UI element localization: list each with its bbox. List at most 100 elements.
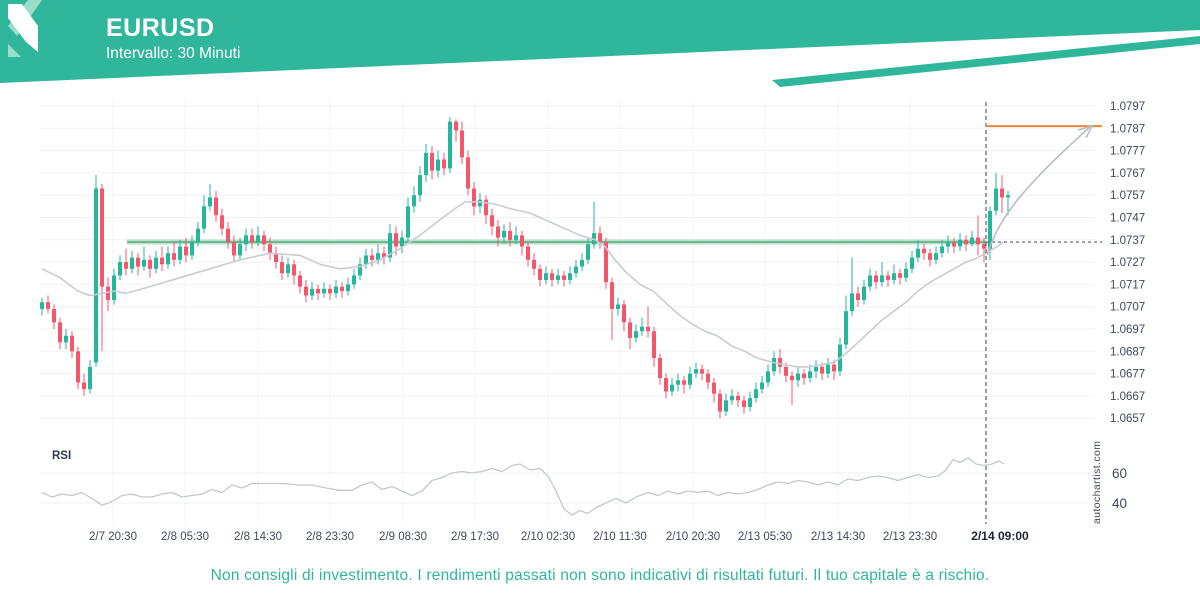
candle-body <box>430 152 434 171</box>
candle-body <box>388 233 392 258</box>
candle-body <box>118 262 122 276</box>
time-gridlines <box>112 100 911 523</box>
candle-body <box>574 266 578 274</box>
time-label: 2/10 20:30 <box>666 531 720 543</box>
candle-body <box>340 286 344 292</box>
candle-body <box>460 130 464 158</box>
candle-body <box>82 382 86 390</box>
forecast-arrow <box>986 124 1094 256</box>
time-label: 2/8 14:30 <box>234 531 282 543</box>
time-label-current: 2/14 09:00 <box>971 529 1029 543</box>
candle-body <box>880 275 884 283</box>
symbol-title: EURUSD <box>106 14 215 42</box>
candle-body <box>256 235 260 243</box>
candle-body <box>640 326 644 332</box>
candle-body <box>658 357 662 379</box>
candle-body <box>304 286 308 296</box>
candle-body <box>664 378 668 392</box>
candle-body <box>472 188 476 207</box>
candle-body <box>100 188 104 287</box>
price-label: 1.0727 <box>1110 257 1145 269</box>
candle-body <box>520 235 524 247</box>
candle-body <box>442 159 446 169</box>
candle-body <box>856 293 860 301</box>
price-label: 1.0757 <box>1110 190 1145 202</box>
price-label: 1.0677 <box>1110 369 1145 381</box>
candle-body <box>406 206 410 238</box>
candle-body <box>220 215 224 229</box>
candle-body <box>64 335 68 343</box>
candle-body <box>94 188 98 363</box>
candle-body <box>568 273 572 280</box>
candle-body <box>178 246 182 260</box>
candle-body <box>604 242 608 283</box>
candle-body <box>112 275 116 301</box>
candle-body <box>280 262 284 274</box>
candle-body <box>286 264 290 274</box>
candle-body <box>826 364 830 374</box>
candle-body <box>754 389 758 399</box>
candle-body <box>454 121 458 131</box>
candle-body <box>844 311 848 345</box>
candle-body <box>850 293 854 312</box>
candle-body <box>760 382 764 390</box>
candle-body <box>424 152 428 176</box>
candle-body <box>124 262 128 269</box>
candle-body <box>598 233 602 243</box>
candle-body <box>436 159 440 171</box>
candle-body <box>538 268 542 280</box>
candle-body <box>988 210 992 249</box>
candle-body <box>898 273 902 278</box>
candle-body <box>466 157 470 189</box>
candle-body <box>562 275 566 280</box>
candle-body <box>616 304 620 309</box>
candle-body <box>946 242 950 247</box>
price-label: 1.0697 <box>1110 324 1145 336</box>
candle-body <box>88 366 92 390</box>
candle-body <box>940 246 944 254</box>
candle-body <box>196 228 200 243</box>
candle-body <box>130 257 134 269</box>
candle-body <box>790 375 794 381</box>
candle-body <box>58 322 62 343</box>
candle-body <box>232 242 236 256</box>
candle-body <box>262 235 266 245</box>
candle-body <box>214 197 218 216</box>
candle-body <box>370 255 374 260</box>
candle-body <box>238 244 242 256</box>
candle-body <box>160 257 164 265</box>
candle-body <box>808 371 812 379</box>
candle-body <box>190 242 194 256</box>
price-label: 1.0707 <box>1110 302 1145 314</box>
candle-body <box>346 284 350 292</box>
candle-body <box>736 395 740 401</box>
candle-body <box>496 226 500 238</box>
candle-body <box>478 199 482 207</box>
candle-body <box>208 197 212 207</box>
candle-body <box>76 351 80 383</box>
candle-body <box>646 326 650 332</box>
time-label: 2/10 11:30 <box>593 531 647 543</box>
price-label: 1.0777 <box>1110 146 1145 158</box>
candle-body <box>544 273 548 280</box>
candle-body <box>706 373 710 383</box>
time-label: 2/8 23:30 <box>306 531 354 543</box>
time-label: 2/9 17:30 <box>451 531 499 543</box>
rsi-panel: RSI 60 40 <box>41 450 1127 516</box>
candle-body <box>106 286 110 301</box>
candle-body <box>508 230 512 240</box>
candle-body <box>952 242 956 247</box>
candle-body <box>502 230 506 238</box>
candle-body <box>904 268 908 278</box>
candle-body <box>652 331 656 358</box>
candle-body <box>250 235 254 243</box>
forecast-arrow-shaft <box>986 126 1091 256</box>
candle-body <box>166 253 170 265</box>
candle-body <box>676 380 680 385</box>
candle-body <box>886 275 890 280</box>
rsi-tick-label: 60 <box>1112 466 1127 481</box>
candle-body <box>976 237 980 245</box>
candle-body <box>634 331 638 338</box>
candle-body <box>394 233 398 247</box>
